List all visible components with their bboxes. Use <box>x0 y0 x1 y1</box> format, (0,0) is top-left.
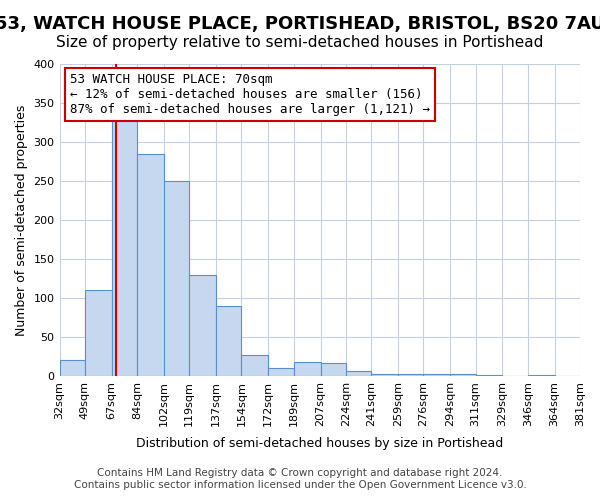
Bar <box>293 362 320 376</box>
Bar <box>137 154 164 376</box>
Bar <box>164 181 189 376</box>
Bar <box>189 274 216 376</box>
Text: Contains HM Land Registry data © Crown copyright and database right 2024.
Contai: Contains HM Land Registry data © Crown c… <box>74 468 526 490</box>
Bar <box>241 355 268 376</box>
Y-axis label: Number of semi-detached properties: Number of semi-detached properties <box>15 104 28 336</box>
Bar <box>528 375 554 376</box>
Text: 53, WATCH HOUSE PLACE, PORTISHEAD, BRISTOL, BS20 7AU: 53, WATCH HOUSE PLACE, PORTISHEAD, BRIST… <box>0 15 600 33</box>
Bar <box>450 374 476 376</box>
Bar <box>59 360 85 376</box>
Bar <box>346 371 371 376</box>
Bar <box>424 374 450 376</box>
Bar <box>371 374 398 376</box>
Text: 53 WATCH HOUSE PLACE: 70sqm
← 12% of semi-detached houses are smaller (156)
87% : 53 WATCH HOUSE PLACE: 70sqm ← 12% of sem… <box>70 74 430 116</box>
Text: Size of property relative to semi-detached houses in Portishead: Size of property relative to semi-detach… <box>56 35 544 50</box>
Bar <box>112 118 137 376</box>
Bar <box>398 374 424 376</box>
Bar <box>268 368 293 376</box>
Bar <box>320 362 346 376</box>
Bar <box>85 290 112 376</box>
Bar <box>216 306 241 376</box>
Bar <box>476 375 502 376</box>
X-axis label: Distribution of semi-detached houses by size in Portishead: Distribution of semi-detached houses by … <box>136 437 503 450</box>
